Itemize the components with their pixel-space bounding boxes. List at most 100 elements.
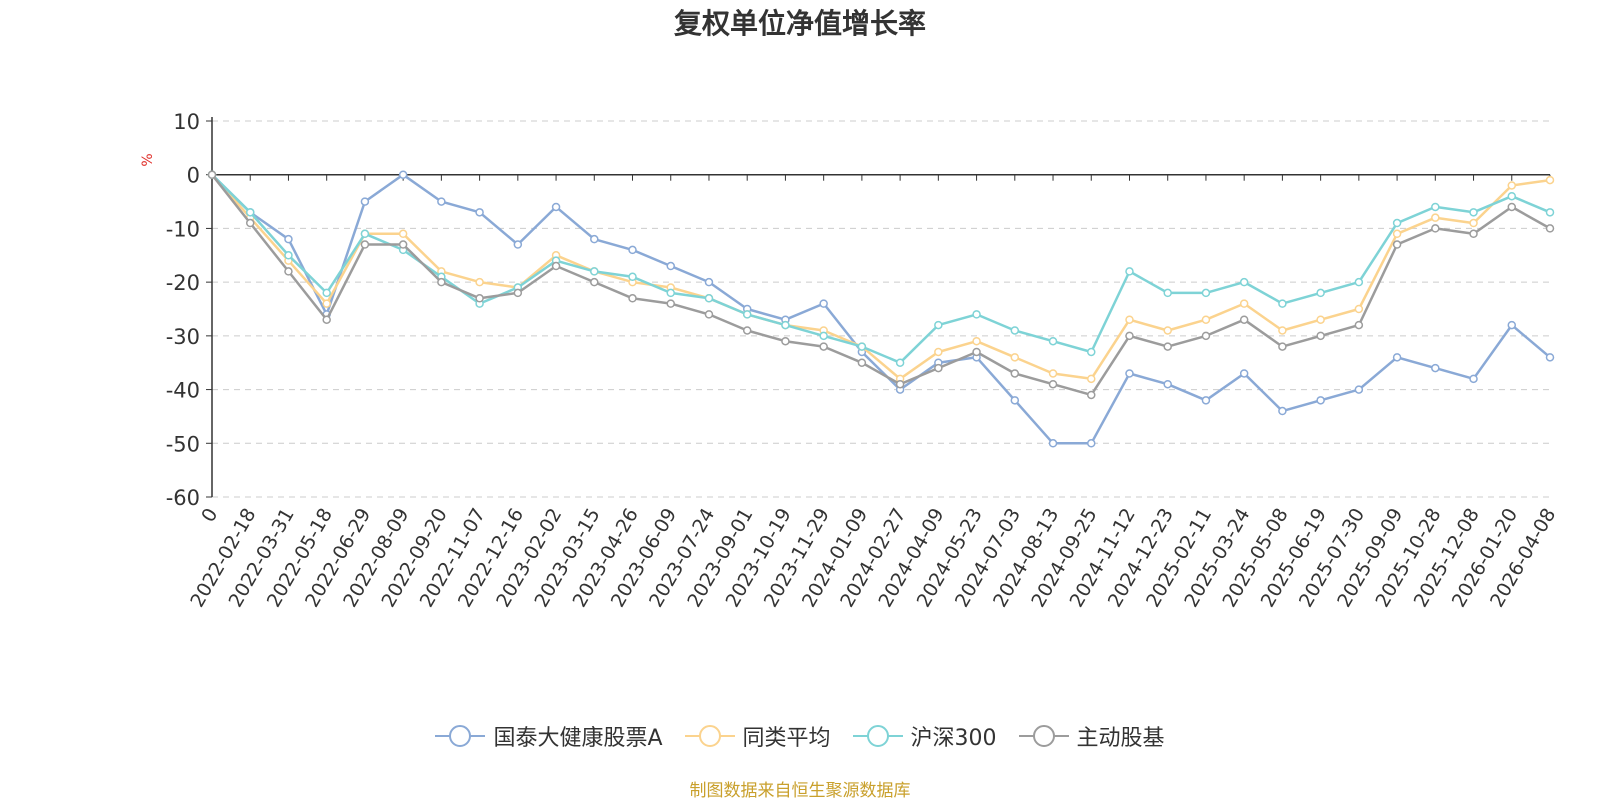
data-point[interactable] (742, 326, 752, 335)
data-point[interactable] (1010, 353, 1020, 362)
data-point[interactable] (1278, 299, 1287, 308)
data-point[interactable] (590, 277, 599, 287)
data-point[interactable] (1278, 406, 1287, 416)
data-point[interactable] (1545, 353, 1555, 362)
data-point[interactable] (1239, 369, 1249, 378)
data-point[interactable] (1125, 369, 1134, 378)
data-point[interactable] (1125, 331, 1134, 341)
data-point[interactable] (437, 197, 446, 206)
legend-item-series-0[interactable]: 国泰大健康股票A (435, 720, 663, 752)
data-point[interactable] (1354, 277, 1364, 287)
data-point[interactable] (704, 310, 714, 319)
data-point[interactable] (475, 208, 484, 217)
data-point[interactable] (1087, 347, 1096, 357)
data-point[interactable] (704, 277, 714, 287)
data-point[interactable] (742, 310, 752, 319)
data-point[interactable] (513, 288, 523, 298)
data-point[interactable] (1507, 320, 1517, 330)
data-point[interactable] (322, 288, 331, 298)
data-point[interactable] (1469, 208, 1478, 217)
data-point[interactable] (628, 272, 637, 282)
data-point[interactable] (245, 218, 255, 228)
data-point[interactable] (1163, 326, 1172, 335)
data-point[interactable] (1239, 315, 1249, 324)
data-point[interactable] (1354, 320, 1364, 330)
data-point[interactable] (398, 240, 408, 249)
data-point[interactable] (1201, 315, 1211, 324)
data-point[interactable] (1507, 191, 1517, 201)
data-point[interactable] (1201, 331, 1211, 341)
data-point[interactable] (972, 310, 981, 319)
data-point[interactable] (666, 299, 675, 308)
data-point[interactable] (1469, 229, 1478, 239)
data-point[interactable] (207, 170, 217, 179)
data-point[interactable] (1201, 288, 1211, 298)
data-point[interactable] (437, 277, 446, 287)
data-point[interactable] (1392, 240, 1402, 249)
data-point[interactable] (628, 294, 637, 303)
data-point[interactable] (781, 320, 790, 330)
data-point[interactable] (398, 170, 408, 179)
data-point[interactable] (1545, 224, 1555, 233)
legend-item-series-2[interactable]: 沪深300 (852, 720, 997, 752)
data-point[interactable] (1316, 396, 1325, 405)
data-point[interactable] (1163, 288, 1172, 298)
data-point[interactable] (1431, 213, 1440, 222)
data-point[interactable] (819, 342, 828, 351)
data-point[interactable] (1278, 326, 1287, 335)
data-point[interactable] (284, 234, 293, 244)
legend-item-series-1[interactable]: 同类平均 (684, 720, 831, 752)
data-point[interactable] (1431, 224, 1440, 233)
data-point[interactable] (1354, 385, 1364, 394)
data-point[interactable] (1392, 229, 1402, 239)
data-point[interactable] (857, 358, 867, 367)
data-point[interactable] (1239, 277, 1249, 287)
data-point[interactable] (1125, 267, 1134, 276)
data-point[interactable] (1316, 288, 1325, 298)
data-point[interactable] (1431, 202, 1440, 212)
data-point[interactable] (1163, 342, 1172, 351)
data-point[interactable] (245, 208, 255, 217)
data-point[interactable] (819, 331, 828, 341)
data-point[interactable] (1163, 379, 1172, 389)
data-point[interactable] (1239, 299, 1249, 308)
data-point[interactable] (857, 342, 867, 351)
data-point[interactable] (628, 245, 637, 255)
data-point[interactable] (1010, 369, 1020, 378)
data-point[interactable] (360, 229, 370, 239)
data-point[interactable] (360, 240, 370, 249)
data-point[interactable] (1010, 396, 1020, 405)
data-point[interactable] (1507, 202, 1517, 212)
data-point[interactable] (1316, 331, 1325, 341)
data-point[interactable] (1545, 208, 1555, 217)
data-point[interactable] (1316, 315, 1325, 324)
data-point[interactable] (1010, 326, 1020, 335)
data-point[interactable] (1125, 315, 1134, 324)
data-point[interactable] (322, 299, 331, 308)
data-point[interactable] (1469, 374, 1478, 384)
data-point[interactable] (551, 202, 561, 212)
legend-item-series-3[interactable]: 主动股基 (1018, 720, 1165, 752)
data-point[interactable] (1392, 353, 1402, 362)
data-point[interactable] (666, 288, 675, 298)
data-point[interactable] (934, 347, 943, 357)
data-point[interactable] (666, 261, 675, 271)
data-point[interactable] (972, 347, 981, 357)
data-point[interactable] (1048, 439, 1058, 448)
data-point[interactable] (475, 294, 484, 303)
data-point[interactable] (513, 240, 523, 249)
data-point[interactable] (284, 267, 293, 276)
data-point[interactable] (1507, 181, 1517, 190)
data-point[interactable] (1431, 363, 1440, 373)
data-point[interactable] (819, 299, 828, 308)
data-point[interactable] (934, 363, 943, 373)
data-point[interactable] (1048, 336, 1058, 346)
data-point[interactable] (284, 251, 293, 260)
data-point[interactable] (704, 294, 714, 303)
data-point[interactable] (1201, 396, 1211, 405)
data-point[interactable] (590, 234, 599, 244)
data-point[interactable] (1278, 342, 1287, 351)
data-point[interactable] (972, 336, 981, 346)
data-point[interactable] (1545, 175, 1555, 185)
data-point[interactable] (475, 277, 484, 287)
